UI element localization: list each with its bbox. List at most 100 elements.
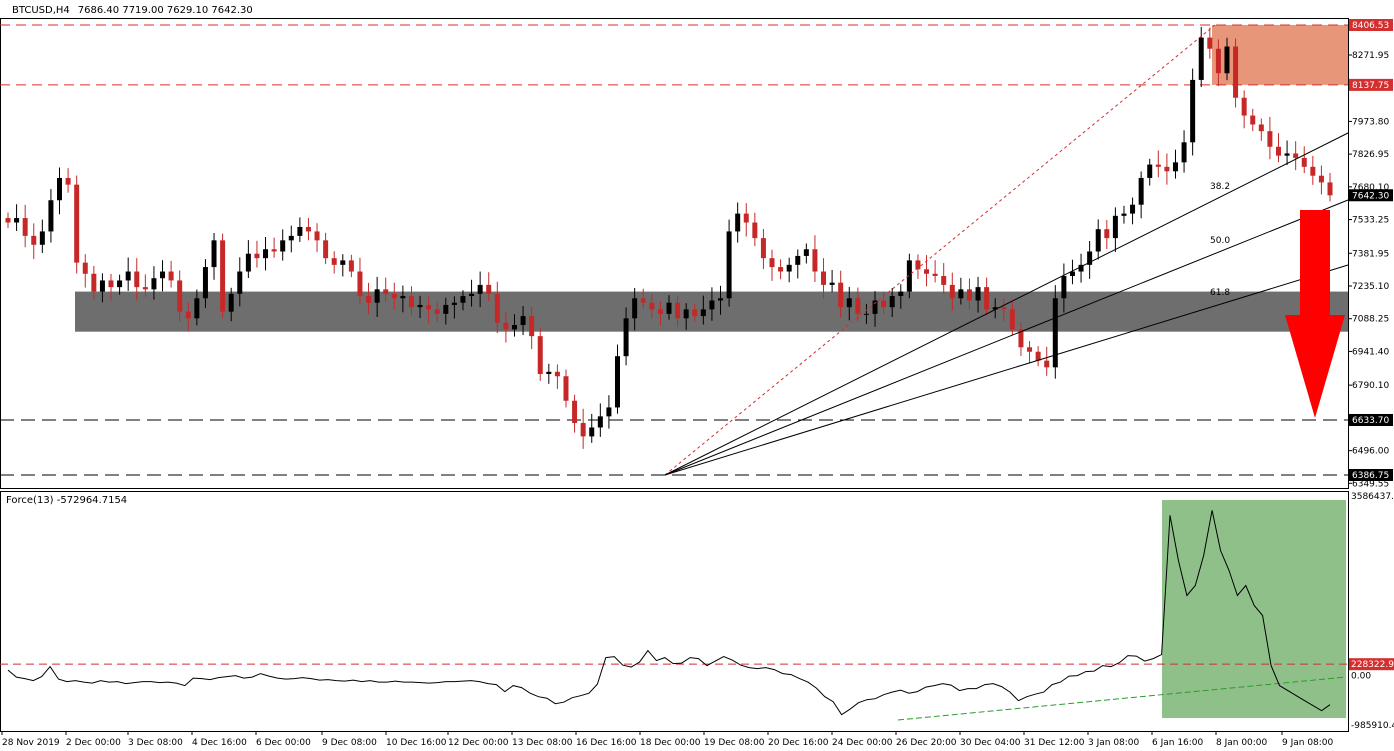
candle-body xyxy=(769,258,775,268)
candle xyxy=(323,232,329,264)
candle xyxy=(1301,146,1307,174)
candle-body xyxy=(408,296,414,308)
candle xyxy=(1207,27,1213,59)
x-tick-label: 18 Dec 00:00 xyxy=(640,738,701,748)
candle xyxy=(554,364,560,389)
candle-body xyxy=(228,293,234,312)
candle xyxy=(254,240,260,268)
candle xyxy=(829,269,835,293)
candle-body xyxy=(657,309,663,314)
candle-body xyxy=(1207,37,1213,49)
candle xyxy=(1250,108,1256,132)
candle-body xyxy=(924,269,930,274)
candle xyxy=(108,273,114,301)
candle xyxy=(966,278,972,310)
candle-body xyxy=(829,282,835,285)
x-tick-label: 3 Dec 08:00 xyxy=(128,738,183,748)
candle-body xyxy=(675,302,681,319)
x-tick-label: 24 Dec 00:00 xyxy=(832,738,893,748)
candle-body xyxy=(692,309,698,317)
candle-body xyxy=(863,313,869,315)
candle xyxy=(177,270,183,322)
candle xyxy=(1121,205,1127,224)
candle xyxy=(434,301,440,322)
candle xyxy=(743,203,749,237)
candle xyxy=(443,297,449,325)
y-tick-label: 6941.40 xyxy=(1352,347,1389,357)
candle-body xyxy=(1078,264,1084,272)
candle-body xyxy=(1155,164,1161,167)
fib-trend-line xyxy=(664,24,1216,476)
candle-body xyxy=(537,336,543,375)
x-tick-label: 16 Dec 16:00 xyxy=(576,738,637,748)
candle xyxy=(1267,116,1273,160)
candle-body xyxy=(211,240,217,268)
candle xyxy=(632,288,638,331)
candle-body xyxy=(915,260,921,270)
x-tick-label: 9 Jan 08:00 xyxy=(1282,738,1334,748)
candle xyxy=(597,403,603,437)
candle xyxy=(949,272,955,311)
force-tick-label: 3586437.1 xyxy=(1351,492,1394,502)
candle-body xyxy=(142,287,148,290)
y-tick-label: 7235.10 xyxy=(1352,282,1389,292)
candle-body xyxy=(1018,329,1024,348)
candle xyxy=(151,266,157,300)
candle-body xyxy=(451,302,457,305)
candle-body xyxy=(443,304,449,314)
candle xyxy=(271,237,277,258)
candle xyxy=(984,277,990,316)
candle xyxy=(160,260,166,292)
candle-body xyxy=(1327,182,1333,196)
candle xyxy=(5,212,11,229)
candle xyxy=(288,225,294,253)
candle xyxy=(194,289,200,326)
candle-body xyxy=(125,271,131,281)
candle xyxy=(700,295,706,325)
candle xyxy=(1130,197,1136,225)
candle xyxy=(65,168,71,193)
candle xyxy=(408,286,414,316)
candle-body xyxy=(74,184,80,263)
candle xyxy=(366,282,372,315)
candle xyxy=(374,276,380,317)
candle-body xyxy=(846,298,852,308)
time-axis: 28 Nov 2019 2 Dec 00:00 3 Dec 08:00 4 Dec 1… xyxy=(1,731,1334,748)
candle xyxy=(1215,39,1221,87)
candle-body xyxy=(735,213,741,232)
candle xyxy=(211,232,217,280)
y-tick-label: 7826.95 xyxy=(1352,150,1389,160)
x-tick-label: 6 Dec 00:00 xyxy=(256,738,311,748)
candle-body xyxy=(992,307,998,310)
y-tick-label: 7381.95 xyxy=(1352,249,1389,259)
candle-body xyxy=(305,226,311,232)
candle-body xyxy=(597,416,603,428)
candle-body xyxy=(357,271,363,297)
candle-body xyxy=(683,309,689,319)
candle xyxy=(125,257,131,291)
candle-body xyxy=(906,260,912,292)
candle-body xyxy=(984,287,990,310)
x-tick-label: 6 Jan 16:00 xyxy=(1152,738,1204,748)
candle xyxy=(649,293,655,319)
candle-body xyxy=(57,177,63,201)
candle-body xyxy=(22,218,28,236)
candle xyxy=(1258,118,1264,141)
candle xyxy=(623,307,629,366)
candle-body xyxy=(881,300,887,308)
candle-body xyxy=(65,177,71,185)
candle-body xyxy=(48,200,54,232)
candle-body xyxy=(1301,157,1307,167)
candle-body xyxy=(1284,153,1290,156)
candle-body xyxy=(271,249,277,252)
candle-body xyxy=(417,304,423,308)
candle xyxy=(348,254,354,278)
candle xyxy=(1284,140,1290,166)
candle xyxy=(606,395,612,429)
fib-fan-line xyxy=(664,264,1349,476)
candle-body xyxy=(194,298,200,319)
candle xyxy=(1190,68,1196,156)
candle xyxy=(563,369,569,408)
candle xyxy=(31,223,37,260)
candle-body xyxy=(82,262,88,274)
